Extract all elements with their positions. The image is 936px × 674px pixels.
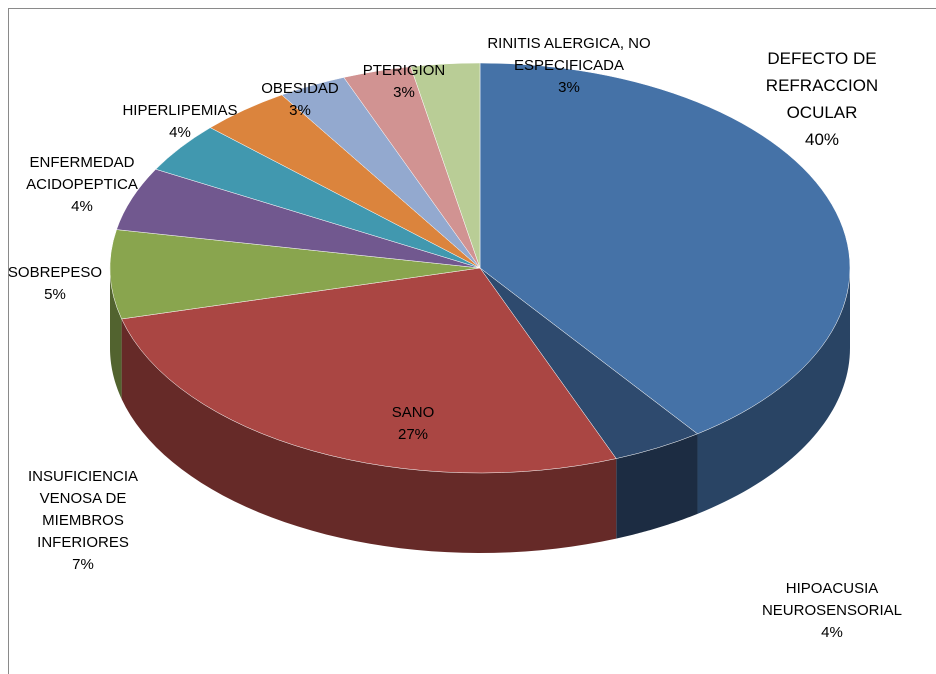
data-label: INSUFICIENCIA VENOSA DE MIEMBROS INFERIO… [8,466,158,576]
slice-side [121,318,617,553]
data-label: HIPERLIPEMIAS 4% [120,100,240,144]
category-label: SANO [391,404,435,421]
category-label: PTERIGION [362,62,446,79]
value-label: 7% [72,556,94,573]
value-label: 3% [289,102,311,119]
category-label: SOBREPESO [7,264,103,281]
data-label: RINITIS ALERGICA, NO ESPECIFICADA 3% [469,33,669,99]
data-label: DEFECTO DE REFRACCION OCULAR 40% [747,45,897,153]
data-label: ENFERMEDAD ACIDOPEPTICA 4% [7,152,157,218]
value-label: 5% [44,286,66,303]
value-label: 40% [804,130,840,149]
slice [109,229,481,320]
slice [121,267,617,474]
category-label: ENFERMEDAD ACIDOPEPTICA [26,154,138,193]
data-label: PTERIGION 3% [349,60,459,104]
value-label: 3% [558,79,580,96]
data-label: OBESIDAD 3% [250,78,350,122]
data-label: SANO 27% [363,402,463,446]
value-label: 4% [169,124,191,141]
slice-side [110,268,122,399]
chart-border [8,8,936,674]
slice-side [616,433,698,539]
data-label: SOBREPESO 5% [0,262,110,306]
slice [410,62,481,269]
value-label: 4% [71,198,93,215]
category-label: HIPERLIPEMIAS [122,102,238,119]
category-label: HIPOACUSIA NEUROSENSORIAL [761,580,903,619]
value-label: 4% [821,624,843,641]
value-label: 3% [393,84,415,101]
data-label: HIPOACUSIA NEUROSENSORIAL 4% [742,578,922,644]
category-label: DEFECTO DE REFRACCION OCULAR [765,49,879,122]
slice-side [697,268,850,514]
slice [479,62,851,435]
category-label: OBESIDAD [261,80,339,97]
category-label: INSUFICIENCIA VENOSA DE MIEMBROS INFERIO… [27,468,138,551]
value-label: 27% [397,426,429,443]
category-label: RINITIS ALERGICA, NO ESPECIFICADA [487,35,651,74]
